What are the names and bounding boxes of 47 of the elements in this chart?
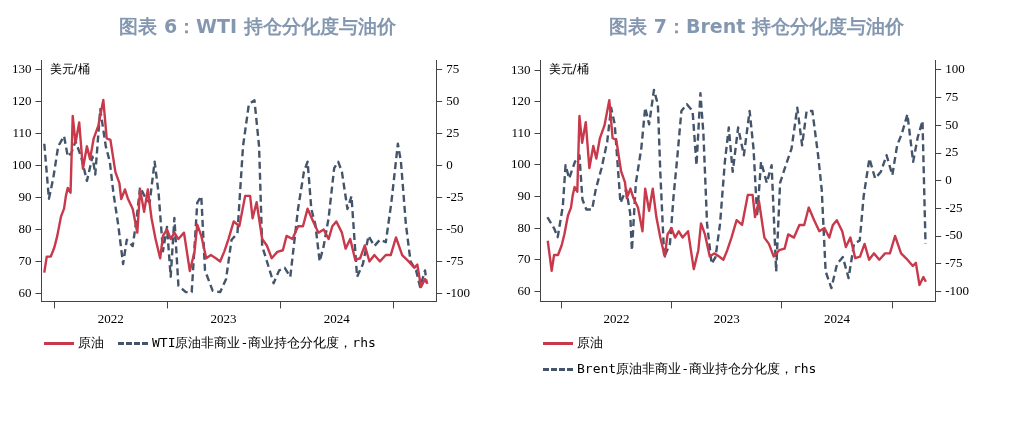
- y-tick-label: 120: [12, 92, 32, 108]
- legend-label: 原油: [78, 334, 104, 352]
- legend-label: Brent原油非商业-商业持仓分化度，rhs: [577, 360, 817, 378]
- y2-tick-label: -50: [945, 227, 963, 243]
- y-tick-label: 70: [18, 252, 32, 268]
- y2-tick-label: -100: [945, 282, 970, 298]
- y-axis-title: 美元/桶: [49, 62, 90, 77]
- y2-tick-label: 50: [945, 116, 959, 132]
- y2-tick-label: -75: [945, 255, 963, 271]
- y-tick-label: 120: [511, 93, 531, 109]
- y-tick-label: 80: [18, 220, 32, 236]
- y-tick-label: 70: [517, 251, 531, 267]
- y-tick-label: 60: [517, 282, 531, 298]
- y-tick-label: 90: [517, 187, 531, 203]
- x-tick-label: 2022: [97, 310, 124, 326]
- legend-label: 原油: [577, 334, 603, 352]
- y2-tick-label: -100: [446, 284, 471, 300]
- y2-tick-label: -25: [446, 188, 464, 204]
- y2-tick-label: -25: [945, 199, 963, 215]
- legend-label: WTI原油非商业-商业持仓分化度，rhs: [152, 334, 376, 352]
- y2-tick-label: 0: [446, 156, 453, 172]
- y2-tick-label: 25: [446, 124, 460, 140]
- y2-tick-label: 75: [945, 89, 959, 105]
- x-tick-label: 2023: [713, 310, 740, 326]
- y-tick-label: 80: [517, 219, 531, 235]
- chart-title: 图表 7：Brent 持仓分化度与油价: [608, 14, 905, 39]
- y-tick-label: 110: [12, 124, 32, 140]
- y-tick-label: 90: [18, 188, 32, 204]
- y2-tick-label: 50: [446, 92, 460, 108]
- y2-tick-label: -50: [446, 220, 464, 236]
- y-tick-label: 100: [511, 156, 531, 172]
- y-tick-label: 130: [12, 61, 32, 77]
- x-tick-label: 2024: [323, 310, 351, 326]
- y-tick-label: 110: [511, 124, 531, 140]
- y2-tick-label: 25: [945, 144, 959, 160]
- x-tick-label: 2024: [824, 310, 851, 326]
- x-tick-label: 2022: [603, 310, 630, 326]
- y-tick-label: 60: [18, 284, 32, 300]
- y-tick-label: 130: [511, 61, 531, 77]
- chart-title: 图表 6：WTI 持仓分化度与油价: [118, 14, 397, 39]
- y2-tick-label: 75: [446, 61, 460, 77]
- y-tick-label: 100: [12, 156, 32, 172]
- y2-tick-label: 100: [945, 61, 965, 77]
- x-tick-label: 2023: [210, 310, 237, 326]
- y2-tick-label: 0: [945, 172, 952, 188]
- y-axis-title: 美元/桶: [548, 62, 589, 77]
- y2-tick-label: -75: [446, 252, 464, 268]
